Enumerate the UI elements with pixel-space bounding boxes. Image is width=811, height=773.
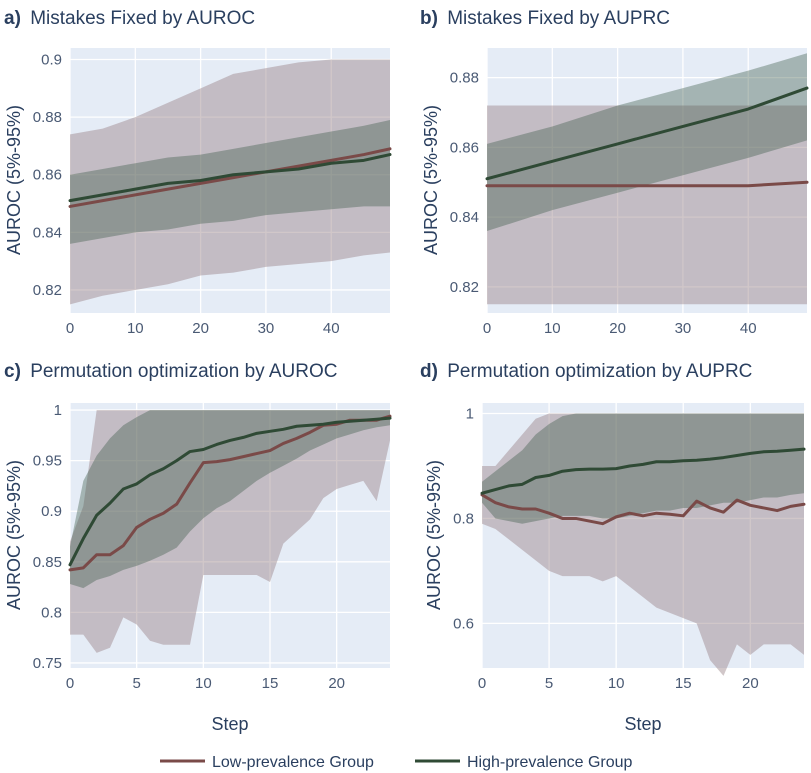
- svg-text:b) Mistakes Fixed by AUP: b) Mistakes Fixed by AUPRC: [420, 8, 670, 29]
- panel-d-band-low: [482, 413, 804, 676]
- panel-b-ylabel: AUROC (5%-95%): [421, 105, 441, 255]
- panel-a-band-low: [70, 59, 390, 305]
- panel-b-xtick-3: 30: [675, 320, 692, 337]
- svg-text:c) Permutation optimizat: c) Permutation optimization by AUROC: [4, 361, 337, 382]
- panel-a-xtick-0: 0: [66, 320, 74, 337]
- panel-c-ytick-5: 1: [54, 402, 62, 419]
- panel-d: d) Permutation optimization by AUPRC 0 5 1…: [420, 361, 806, 734]
- panel-a-letter: a): [4, 8, 21, 29]
- panel-b-letter: b): [420, 8, 438, 29]
- panel-b-lines: [485, 86, 809, 188]
- panel-b-x-ticks: 0 10 20 30 40: [483, 320, 757, 337]
- panel-c-xlabel: Step: [211, 714, 248, 734]
- panel-c-letter: c): [4, 361, 21, 382]
- panel-d-y-ticks: 0.6 0.8 1: [453, 405, 474, 632]
- panel-a-y-ticks: 0.82 0.84 0.86 0.88 0.9: [33, 52, 62, 299]
- legend-label-high: High-prevalence Group: [467, 754, 633, 771]
- panel-c-band-low: [70, 410, 390, 653]
- legend: Low-prevalence Group High-prevalence Gro…: [160, 754, 633, 771]
- panel-d-band-high: [482, 413, 804, 524]
- panel-b-plot-area: [487, 48, 807, 313]
- panel-c-ytick-2: 0.85: [33, 554, 62, 571]
- svg-text:d) Permutation optimizat: d) Permutation optimization by AUPRC: [420, 361, 752, 382]
- panel-a-bands: [70, 59, 390, 305]
- panel-d-xlabel: Step: [624, 714, 661, 734]
- svg-text:a) Mistakes Fixed by AUR: a) Mistakes Fixed by AUROC: [4, 8, 255, 29]
- panel-d-ytick-1: 0.8: [453, 510, 474, 527]
- panel-a-ytick-0: 0.82: [33, 282, 62, 299]
- panel-a-ylabel: AUROC (5%-95%): [4, 105, 24, 255]
- panel-c-y-ticks: 0.75 0.8 0.85 0.9 0.95 1: [33, 402, 62, 672]
- panel-a-xtick-3: 30: [258, 320, 275, 337]
- panel-d-line-high: [480, 447, 806, 495]
- panel-c-band-high: [70, 410, 390, 589]
- panel-c-lines: [68, 414, 392, 572]
- panel-b-xtick-1: 10: [544, 320, 561, 337]
- panel-b-ytick-0: 0.82: [450, 279, 479, 296]
- panel-a: a) Mistakes Fixed by AUROC 0 10 20 30 40 0.8…: [4, 8, 392, 337]
- panel-a-line-high: [68, 153, 392, 203]
- legend-label-low: Low-prevalence Group: [212, 754, 374, 771]
- panel-c-ytick-3: 0.9: [41, 503, 62, 520]
- panel-a-lines: [68, 147, 392, 208]
- panel-c-ytick-1: 0.8: [41, 604, 62, 621]
- panel-a-xtick-2: 20: [192, 320, 209, 337]
- panel-b-xtick-0: 0: [483, 320, 491, 337]
- panel-c-x-ticks: 0 5 10 15 20: [66, 675, 345, 692]
- panel-d-ylabel: AUROC (5%-95%): [424, 460, 444, 610]
- panel-c-ytick-4: 0.95: [33, 453, 62, 470]
- panel-c-line-low: [68, 414, 392, 572]
- panel-d-xtick-0: 0: [478, 675, 486, 692]
- panel-d-xtick-4: 20: [742, 675, 759, 692]
- panel-d-letter: d): [420, 361, 438, 382]
- panel-b: b) Mistakes Fixed by AUPRC 0 10 20 30 40 0.8…: [420, 8, 809, 337]
- panel-d-grid: [481, 403, 804, 668]
- panel-a-xtick-4: 40: [323, 320, 340, 337]
- panel-a-ytick-1: 0.84: [33, 224, 62, 241]
- panel-c-xtick-2: 10: [195, 675, 212, 692]
- panel-a-xtick-1: 10: [127, 320, 144, 337]
- panel-d-line-low: [480, 493, 806, 526]
- panel-c: c) Permutation optimization by AUROC 0 5 1…: [4, 361, 392, 734]
- panel-b-title: Mistakes Fixed by AUPRC: [447, 8, 670, 29]
- panel-d-ytick-0: 0.6: [453, 615, 474, 632]
- panel-b-ytick-1: 0.84: [450, 209, 479, 226]
- panel-b-grid: [486, 48, 807, 313]
- panel-b-line-low: [485, 180, 809, 188]
- panel-d-xtick-3: 15: [675, 675, 692, 692]
- panel-c-line-high: [68, 416, 392, 567]
- panel-d-x-ticks: 0 5 10 15 20: [478, 675, 759, 692]
- panel-d-ytick-2: 1: [466, 405, 474, 422]
- panel-b-xtick-4: 40: [740, 320, 757, 337]
- panel-a-band-high: [70, 120, 390, 244]
- panel-c-ytick-0: 0.75: [33, 655, 62, 672]
- panel-b-band-low: [487, 105, 807, 305]
- panel-c-bands: [70, 410, 390, 653]
- panel-a-ytick-3: 0.88: [33, 109, 62, 126]
- panel-c-xtick-3: 15: [262, 675, 279, 692]
- panel-b-line-high: [485, 86, 809, 181]
- panel-c-xtick-0: 0: [66, 675, 74, 692]
- panel-c-xtick-1: 5: [132, 675, 140, 692]
- panel-d-xtick-2: 10: [608, 675, 625, 692]
- panel-b-y-ticks: 0.82 0.84 0.86 0.88: [450, 70, 479, 296]
- panel-a-ytick-2: 0.86: [33, 167, 62, 184]
- panel-a-plot-area: [70, 48, 390, 313]
- panel-b-xtick-2: 20: [609, 320, 626, 337]
- panel-c-xtick-4: 20: [328, 675, 345, 692]
- panel-d-lines: [480, 447, 806, 526]
- panel-a-title: Mistakes Fixed by AUROC: [30, 8, 255, 29]
- panel-d-bands: [482, 413, 804, 676]
- panel-b-ytick-2: 0.86: [450, 139, 479, 156]
- panel-d-title: Permutation optimization by AUPRC: [447, 361, 752, 382]
- panel-a-ytick-4: 0.9: [41, 52, 62, 69]
- panel-c-ylabel: AUROC (5%-95%): [4, 460, 24, 610]
- panel-c-title: Permutation optimization by AUROC: [30, 361, 337, 382]
- panel-a-line-low: [68, 147, 392, 208]
- panel-a-x-ticks: 0 10 20 30 40: [66, 320, 340, 337]
- panel-d-xtick-1: 5: [545, 675, 553, 692]
- panel-b-ytick-3: 0.88: [450, 70, 479, 87]
